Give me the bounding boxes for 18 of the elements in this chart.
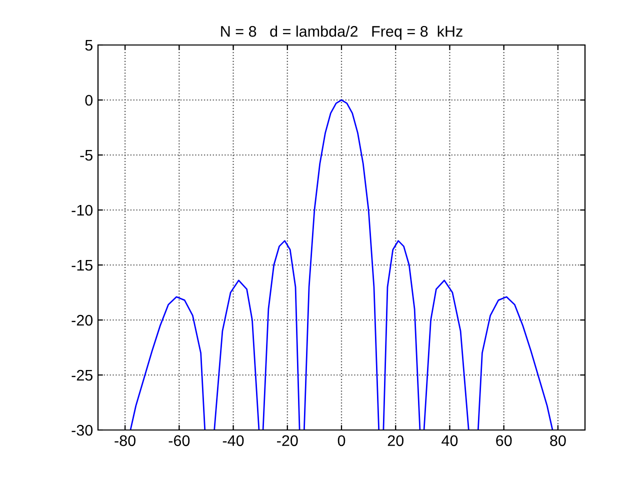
y-tick-label: -30 xyxy=(72,424,93,436)
x-tick-label: 20 xyxy=(388,435,404,446)
y-tick-label: 5 xyxy=(85,40,92,51)
chart-title: N = 8 d = lambda/2 Freq = 8 kHz xyxy=(221,26,462,40)
x-tick-label: 80 xyxy=(550,435,566,446)
y-tick-label: -25 xyxy=(72,370,92,381)
x-tick-label: -80 xyxy=(114,435,136,446)
x-tick-label: 40 xyxy=(442,435,458,446)
x-tick-label: 60 xyxy=(496,435,512,446)
x-tick-label: -20 xyxy=(277,435,298,446)
y-tick-label: -10 xyxy=(72,204,93,216)
x-tick-label: -40 xyxy=(222,435,244,446)
x-tick-label: -60 xyxy=(168,435,190,446)
x-tick-label: 0 xyxy=(338,435,346,446)
y-tick-label: -5 xyxy=(80,150,92,161)
y-tick-label: -15 xyxy=(72,260,92,271)
y-tick-label: 0 xyxy=(85,94,93,106)
y-tick-label: -20 xyxy=(72,314,93,326)
